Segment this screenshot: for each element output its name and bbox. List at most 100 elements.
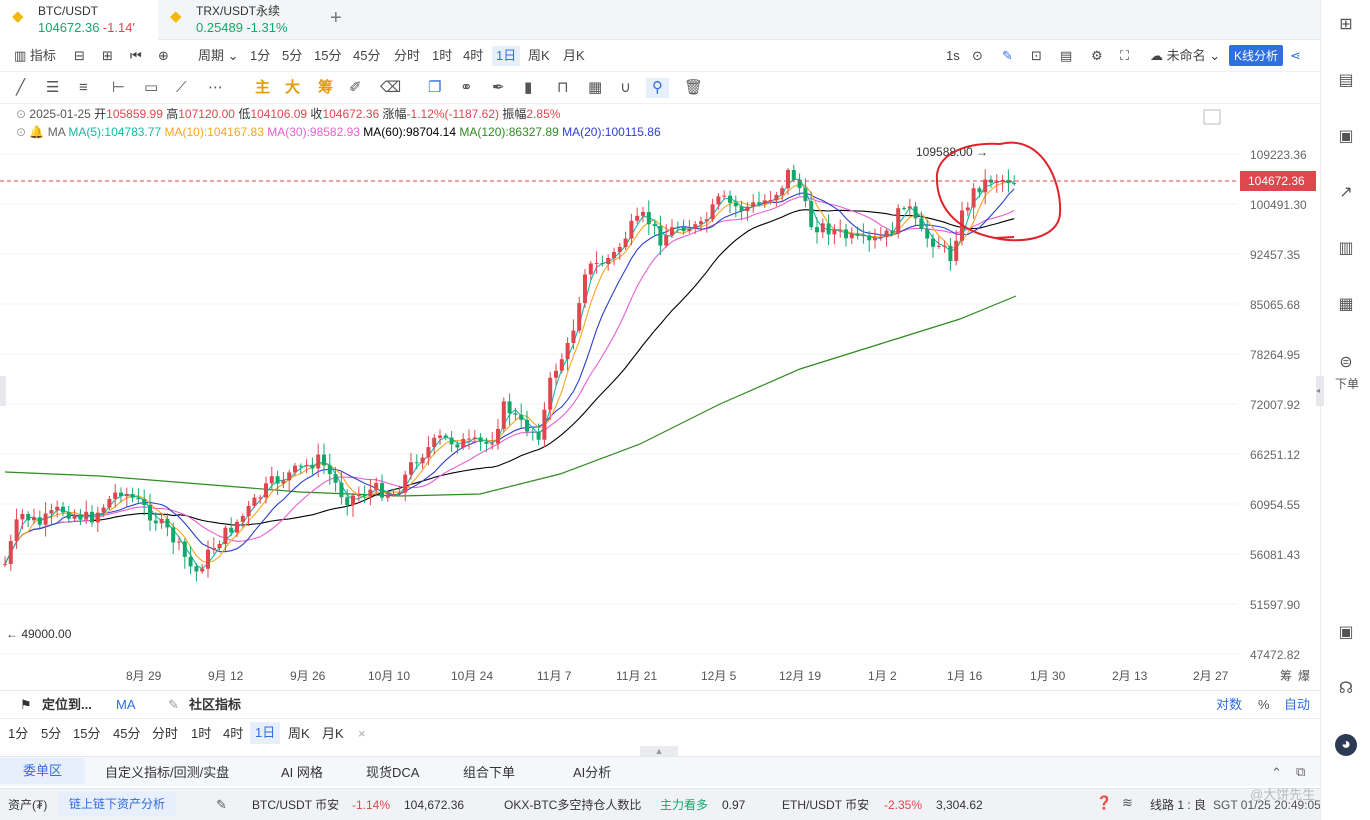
save-layout-icon[interactable]: ▤ bbox=[1060, 48, 1073, 63]
collapse-icon[interactable]: ⊙ bbox=[16, 125, 27, 139]
interval-45m[interactable]: 45分 bbox=[353, 48, 381, 63]
collapse-left-handle[interactable] bbox=[0, 376, 6, 406]
edit-icon[interactable]: ✎ bbox=[168, 697, 179, 712]
interval-timeshare[interactable]: 分时 bbox=[152, 726, 179, 741]
interval-15m[interactable]: 15分 bbox=[73, 726, 101, 741]
time-axis[interactable]: 8月 29 9月 12 9月 26 10月 10 10月 24 11月 7 11… bbox=[126, 669, 1310, 683]
interval-4h[interactable]: 4时 bbox=[463, 48, 484, 63]
ticker-eth-symbol[interactable]: ETH/USDT 币安 bbox=[782, 798, 870, 812]
interval-5m[interactable]: 5分 bbox=[41, 726, 62, 741]
tab-combo-order[interactable]: 组合下单 bbox=[463, 765, 516, 780]
tab-btc-usdt[interactable]: ◆ BTC/USDT 104672.36 -1.14' bbox=[0, 0, 158, 40]
document-icon[interactable]: ▤ bbox=[1338, 72, 1354, 89]
measure-icon[interactable]: ⟋ bbox=[176, 79, 187, 96]
chip-tool[interactable]: 筹 bbox=[318, 79, 334, 96]
connection-line[interactable]: 线路 1 : 良 bbox=[1150, 798, 1207, 812]
fullscreen-icon[interactable]: ⛶ bbox=[1120, 48, 1130, 63]
interval-1h[interactable]: 1时 bbox=[432, 48, 453, 63]
magnet-icon[interactable]: ∪ bbox=[620, 79, 631, 96]
interval-week[interactable]: 周K bbox=[528, 48, 550, 63]
large-order-tool[interactable]: 大 bbox=[285, 79, 301, 96]
trend-chart-icon[interactable]: ↗ bbox=[1339, 184, 1353, 201]
ticker-btc-symbol[interactable]: BTC/USDT 币安 bbox=[252, 798, 340, 812]
more-tools-icon[interactable]: ⋯ bbox=[208, 79, 223, 96]
period-dropdown[interactable]: 周期 ⌄ bbox=[198, 48, 239, 63]
tab-ai-analysis[interactable]: AI分析 bbox=[573, 765, 612, 780]
template-icon[interactable]: ⊟ bbox=[74, 48, 85, 63]
link-icon[interactable]: ⚭ bbox=[460, 79, 473, 96]
pin-icon[interactable]: ⚑ bbox=[20, 697, 32, 712]
interval-week[interactable]: 周K bbox=[288, 726, 310, 741]
lock-icon[interactable]: ⊓ bbox=[557, 79, 569, 96]
layout-icon[interactable]: ⊞ bbox=[102, 48, 113, 63]
tab-order-area[interactable]: 委单区 bbox=[0, 758, 85, 784]
interval-1m[interactable]: 1分 bbox=[250, 48, 271, 63]
pen-icon[interactable]: ✒ bbox=[492, 79, 505, 96]
horizontal-lines-icon[interactable]: ≡ bbox=[79, 79, 88, 96]
interval-1d[interactable]: 1日 bbox=[250, 722, 281, 744]
settings-icon[interactable]: ⚙ bbox=[1091, 48, 1103, 63]
help-icon[interactable]: ❓ bbox=[1096, 795, 1113, 810]
replay-icon[interactable]: ⏮ bbox=[130, 48, 142, 63]
tab-spot-dca[interactable]: 现货DCA bbox=[366, 765, 420, 780]
interval-5m[interactable]: 5分 bbox=[282, 48, 303, 63]
percent-scale-toggle[interactable]: % bbox=[1258, 697, 1270, 712]
compare-icon[interactable]: ⊕ bbox=[158, 48, 169, 63]
interval-15m[interactable]: 15分 bbox=[314, 48, 342, 63]
main-force-tool[interactable]: 主 bbox=[255, 79, 271, 96]
layout-name-dropdown[interactable]: ☁ 未命名 ⌄ bbox=[1150, 48, 1221, 63]
place-order-label[interactable]: 下单 bbox=[1335, 377, 1360, 391]
parallel-channel-icon[interactable]: ☰ bbox=[46, 79, 60, 96]
candles-icon[interactable]: ▮ bbox=[524, 79, 533, 96]
log-scale-toggle[interactable]: 对数 bbox=[1216, 697, 1243, 712]
camera-icon[interactable]: ⊙ bbox=[972, 48, 983, 63]
interval-month[interactable]: 月K bbox=[563, 48, 585, 63]
asset-label[interactable]: 资产(₮) bbox=[8, 798, 48, 812]
data-table-icon[interactable]: ▦ bbox=[1338, 296, 1354, 313]
ticker-okx-ratio[interactable]: OKX-BTC多空持仓人数比 bbox=[504, 798, 642, 812]
popout-icon[interactable]: ⧉ bbox=[1296, 764, 1306, 779]
ma-tag[interactable]: MA bbox=[116, 697, 136, 712]
liquidation-toggle[interactable]: 爆 bbox=[1298, 669, 1310, 683]
headset-icon[interactable]: ☊ bbox=[1338, 680, 1354, 697]
collapse-icon[interactable]: ⊙ bbox=[16, 107, 27, 121]
interval-1d[interactable]: 1日 bbox=[492, 46, 521, 66]
interval-month[interactable]: 月K bbox=[322, 726, 344, 741]
alarm-icon[interactable]: 🔔 bbox=[29, 125, 45, 139]
refresh-rate[interactable]: 1s bbox=[946, 48, 960, 63]
edit-icon[interactable]: ✎ bbox=[216, 797, 227, 812]
interval-1h[interactable]: 1时 bbox=[191, 726, 212, 741]
share-icon[interactable]: ⋖ bbox=[1290, 48, 1301, 63]
rectangle-icon[interactable]: ▭ bbox=[144, 79, 159, 96]
trend-line-icon[interactable]: ╱ bbox=[16, 79, 26, 96]
collapse-sidebar-handle[interactable]: ◂ bbox=[1316, 376, 1324, 406]
auto-scale-toggle[interactable]: 自动 bbox=[1284, 697, 1311, 712]
close-icon[interactable]: × bbox=[358, 726, 366, 741]
interval-45m[interactable]: 45分 bbox=[113, 726, 141, 741]
asset-analysis-button[interactable]: 链上链下资产分析 bbox=[58, 792, 177, 816]
tab-custom-indicator[interactable]: 自定义指标/回测/实盘 bbox=[105, 765, 230, 780]
horizontal-line-icon[interactable]: ⊢ bbox=[112, 79, 126, 96]
candlestick-chart[interactable]: 109223.36 100491.30 92457.35 85065.68 78… bbox=[0, 104, 1320, 690]
place-order-icon[interactable]: ⊜ bbox=[1339, 354, 1353, 371]
tab-ai-grid[interactable]: AI 网格 bbox=[281, 765, 323, 780]
bar-chart-icon[interactable]: ▥ bbox=[1338, 240, 1354, 257]
locate-to-button[interactable]: 定位到... bbox=[42, 697, 92, 712]
panel-layout-icon[interactable]: ▣ bbox=[1338, 624, 1354, 641]
eraser-icon[interactable]: ⌫ bbox=[380, 79, 402, 96]
maximize-chart-icon[interactable] bbox=[1203, 109, 1221, 125]
interval-1m[interactable]: 1分 bbox=[8, 726, 29, 741]
add-tab-icon[interactable]: + bbox=[330, 7, 342, 29]
indicator-button[interactable]: ▥ 指标 bbox=[14, 48, 56, 63]
interval-timeshare[interactable]: 分时 bbox=[394, 48, 421, 63]
wallet-icon[interactable]: ▣ bbox=[1338, 128, 1354, 145]
trash-icon[interactable]: 🗑 bbox=[684, 79, 704, 96]
panel-resize-handle[interactable]: ▲ bbox=[640, 746, 678, 756]
chip-toggle[interactable]: 筹 bbox=[1280, 669, 1292, 683]
price-axis[interactable]: 109223.36 100491.30 92457.35 85065.68 78… bbox=[1250, 148, 1307, 662]
expand-up-icon[interactable]: ⌃ bbox=[1271, 765, 1282, 780]
community-indicator[interactable]: 社区指标 bbox=[189, 697, 242, 712]
robot-assistant-icon[interactable]: ◕ bbox=[1335, 734, 1357, 756]
filter-icon[interactable]: ⚲ bbox=[646, 78, 669, 98]
notes-icon[interactable]: ▦ bbox=[588, 79, 603, 96]
